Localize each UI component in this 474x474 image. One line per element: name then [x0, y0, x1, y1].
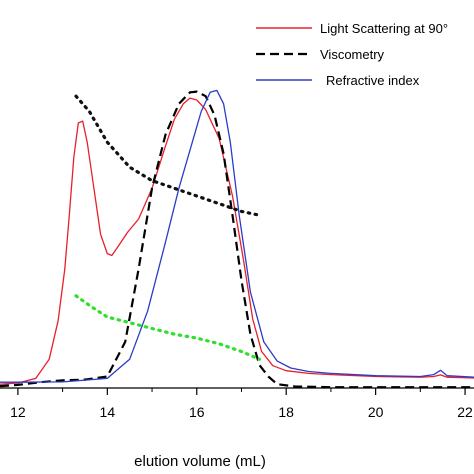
x-tick-label: 20 — [368, 404, 384, 420]
series-line-dotted-3 — [74, 94, 261, 217]
legend-label-light-scattering-at-90: Light Scattering at 90° — [320, 21, 448, 36]
x-tick-label: 18 — [278, 404, 294, 420]
legend-label-viscometry: Viscometry — [320, 47, 385, 62]
legend-label-refractive-index: Refractive index — [326, 73, 420, 88]
legend: Light Scattering at 90° Viscometry Refract… — [256, 21, 448, 88]
series-line-light-scattering-at-90 — [0, 97, 474, 385]
x-tick-label: 12 — [10, 404, 26, 420]
plot-lines — [0, 89, 474, 389]
series-line-dotted-4 — [74, 294, 261, 361]
series-line-viscometry — [0, 90, 474, 389]
x-tick-label: 22 — [457, 404, 473, 420]
series-line-refractive-index — [0, 89, 474, 383]
x-axis-ticks: 12 14 16 18 20 22 — [10, 388, 473, 420]
x-tick-label: 16 — [189, 404, 205, 420]
x-tick-label: 14 — [100, 404, 116, 420]
x-axis-title: elution volume (mL) — [134, 453, 266, 470]
